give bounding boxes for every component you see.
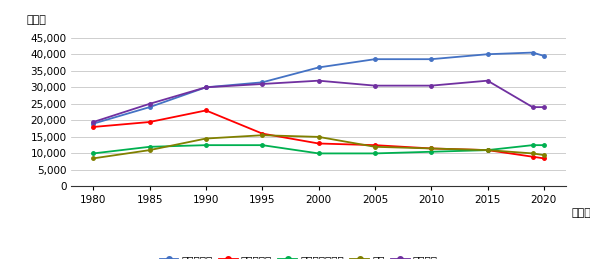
交通・通信 (259, 81, 266, 84)
教育 (540, 154, 548, 157)
家具・家事用品 (540, 143, 548, 147)
家具・家事用品 (202, 143, 209, 147)
教育 (529, 152, 536, 155)
教育 (202, 137, 209, 140)
教養娯楽 (371, 84, 378, 87)
交通・通信 (484, 53, 491, 56)
家具・家事用品 (484, 149, 491, 152)
教育 (146, 149, 153, 152)
被服・履物 (529, 155, 536, 158)
交通・通信 (529, 51, 536, 54)
教養娯楽 (315, 79, 322, 82)
交通・通信 (428, 58, 435, 61)
被服・履物 (315, 142, 322, 145)
家具・家事用品 (371, 152, 378, 155)
教養娯楽 (90, 120, 97, 124)
教養娯楽 (259, 82, 266, 85)
家具・家事用品 (146, 145, 153, 148)
Text: （年）: （年） (571, 208, 590, 218)
教育 (371, 145, 378, 148)
Line: 教養娯楽: 教養娯楽 (91, 79, 546, 124)
被服・履物 (540, 157, 548, 160)
交通・通信 (540, 54, 548, 57)
教養娯楽 (540, 106, 548, 109)
家具・家事用品 (428, 150, 435, 153)
家具・家事用品 (90, 152, 97, 155)
被服・履物 (428, 147, 435, 150)
教育 (484, 149, 491, 152)
教養娯楽 (529, 106, 536, 109)
交通・通信 (315, 66, 322, 69)
Line: 交通・通信: 交通・通信 (91, 51, 546, 125)
Line: 被服・履物: 被服・履物 (91, 109, 546, 160)
被服・履物 (202, 109, 209, 112)
被服・履物 (146, 120, 153, 124)
交通・通信 (90, 122, 97, 125)
教育 (259, 134, 266, 137)
家具・家事用品 (529, 143, 536, 147)
Legend: 交通・通信, 被服・履物, 家具・家事用品, 教育, 教養娯楽: 交通・通信, 被服・履物, 家具・家事用品, 教育, 教養娯楽 (156, 251, 442, 259)
交通・通信 (146, 106, 153, 109)
教養娯楽 (146, 102, 153, 105)
被服・履物 (371, 143, 378, 147)
被服・履物 (484, 149, 491, 152)
教養娯楽 (484, 79, 491, 82)
教育 (315, 135, 322, 139)
家具・家事用品 (259, 143, 266, 147)
家具・家事用品 (315, 152, 322, 155)
教育 (428, 147, 435, 150)
Line: 教育: 教育 (91, 133, 546, 160)
教養娯楽 (428, 84, 435, 87)
教養娯楽 (202, 86, 209, 89)
Text: （円）: （円） (26, 15, 46, 25)
交通・通信 (202, 86, 209, 89)
教育 (90, 157, 97, 160)
被服・履物 (90, 125, 97, 128)
被服・履物 (259, 132, 266, 135)
交通・通信 (371, 58, 378, 61)
Line: 家具・家事用品: 家具・家事用品 (91, 143, 546, 155)
